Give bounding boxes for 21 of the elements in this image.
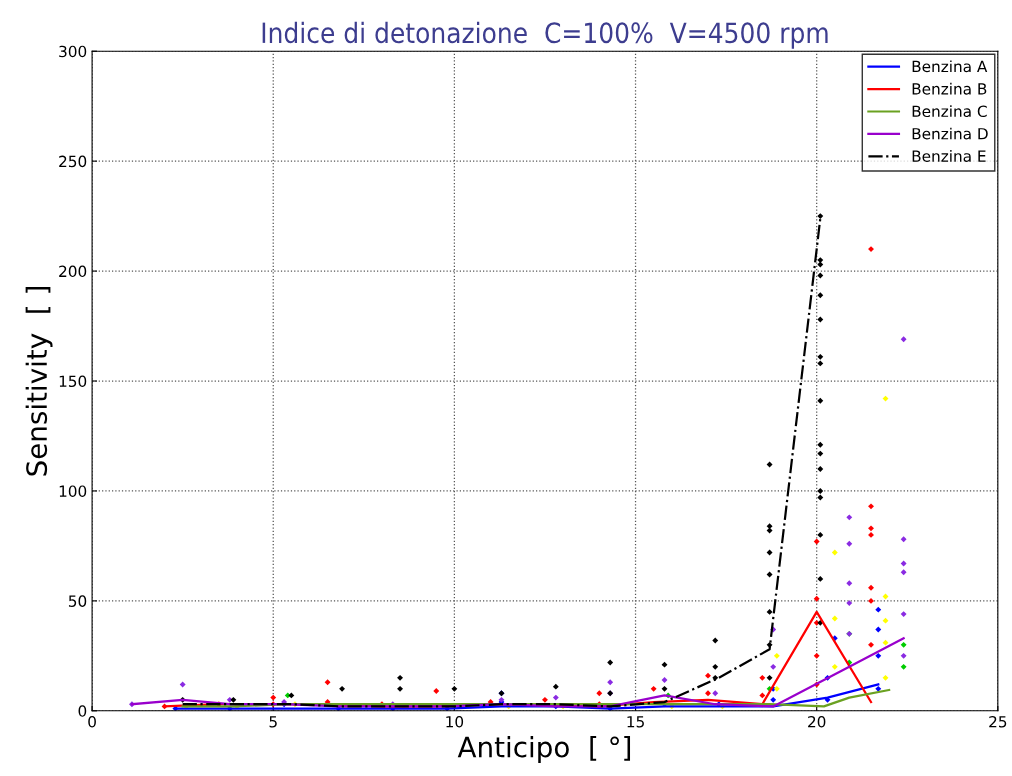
x-tick-label: 5 [269,716,277,728]
legend-label: Benzina B [912,82,987,95]
x-axis-title: Anticipo [ °] [457,736,631,763]
legend-label: Benzina A [912,60,988,73]
y-tick-label: 100 [59,485,87,497]
x-tick-label: 10 [446,715,464,728]
y-tick-label: 150 [59,375,87,388]
legend-label: Benzina E [912,150,986,162]
y-tick-label: 200 [59,265,87,278]
x-tick-label: 15 [627,716,644,728]
legend-label: Benzina D [912,127,988,140]
y-tick-label: 250 [59,155,87,168]
y-axis-title: Sensitivity [ ] [25,287,53,476]
x-tick-label: 25 [989,715,1007,728]
x-tick-label: 0 [88,715,96,728]
y-tick-label: 50 [68,595,87,607]
y-tick-label: 0 [78,705,87,717]
y-tick-label: 300 [59,45,87,58]
chart-title: Indice di detonazione C=100% V=4500 rpm [262,21,828,49]
x-tick-label: 20 [808,715,826,728]
legend-label: Benzina C [912,105,987,118]
